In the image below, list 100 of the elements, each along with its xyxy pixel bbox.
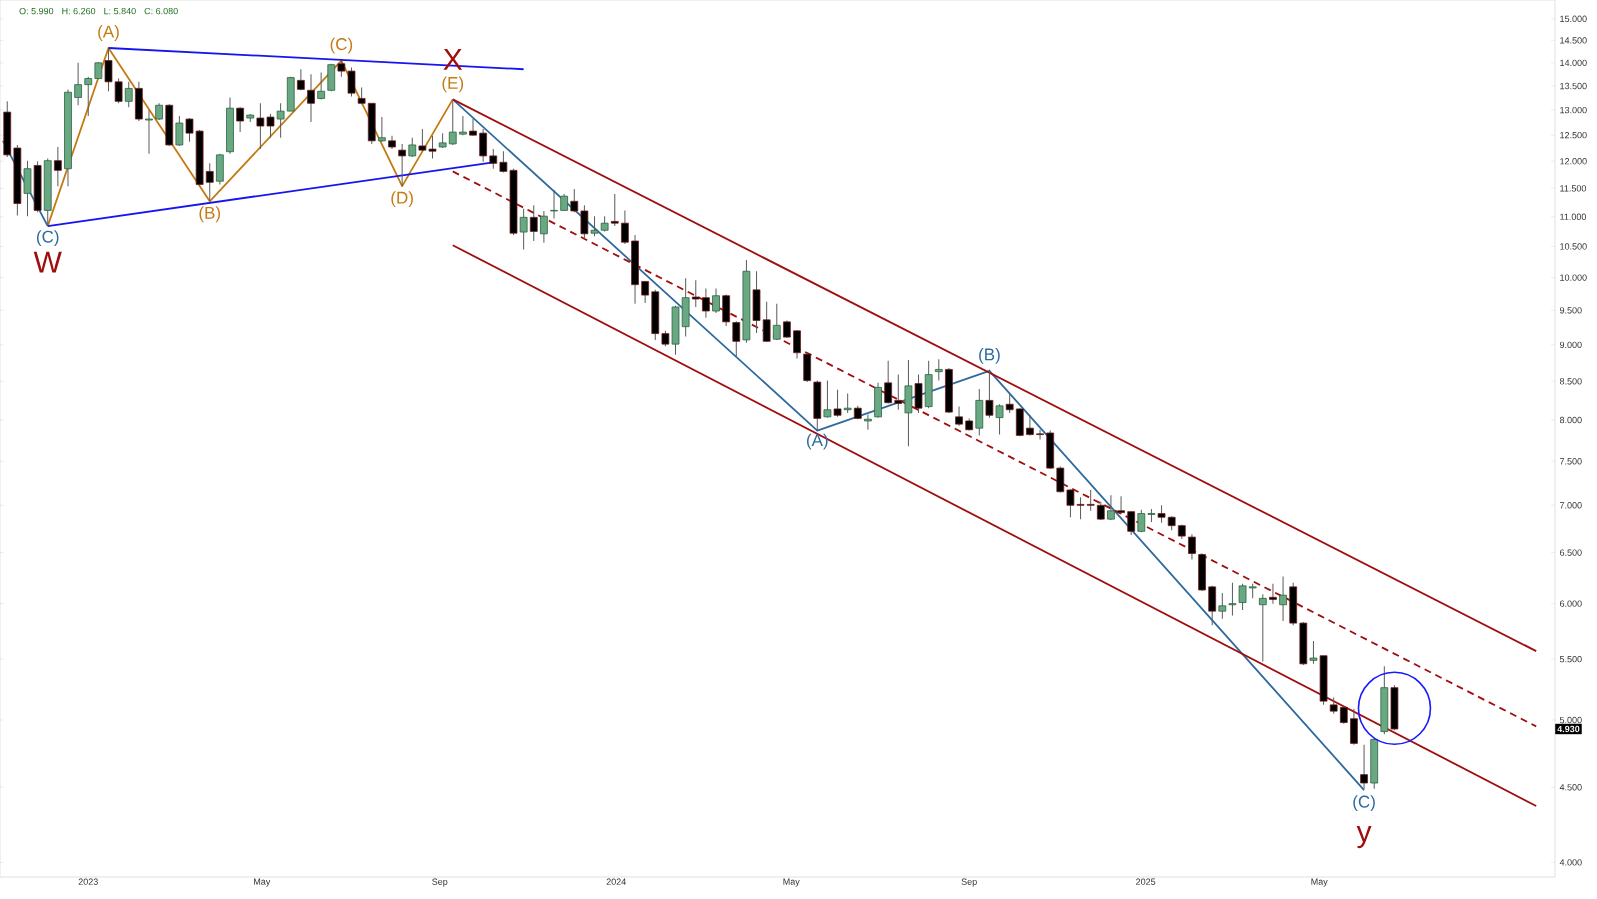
annotation: (B) — [979, 348, 1000, 364]
candlestick — [408, 137, 417, 158]
candlestick — [894, 374, 903, 411]
y-tick-label: 9.500 — [1559, 307, 1582, 314]
candlestick — [1117, 495, 1125, 515]
candlestick — [691, 279, 700, 308]
y-tick-label: 13.500 — [1560, 82, 1587, 90]
y-tick-label: 6.500 — [1560, 549, 1582, 556]
candlestick — [175, 115, 184, 147]
candlestick — [641, 280, 650, 304]
candlestick — [448, 100, 457, 146]
candlestick — [479, 128, 488, 163]
candlestick — [1056, 465, 1065, 494]
x-tick-label: May — [254, 878, 271, 887]
candlestick — [489, 148, 498, 170]
y-tick-label: 12.000 — [1560, 158, 1587, 165]
candlestick — [1086, 489, 1095, 512]
candlestick — [793, 329, 801, 359]
annotation: (E) — [442, 76, 464, 93]
candlestick — [580, 204, 589, 240]
candlestick — [762, 301, 771, 343]
candlestick — [276, 102, 285, 139]
candlestick — [884, 360, 893, 404]
annotation: L: 5.840 — [104, 7, 136, 15]
candlestick — [1309, 640, 1318, 665]
annotation: (C) — [36, 230, 59, 247]
annotation: (C) — [1353, 795, 1375, 812]
y-tick-label: 7.500 — [1560, 458, 1582, 465]
candlestick — [236, 106, 244, 133]
candlestick — [540, 210, 548, 244]
candlestick — [145, 109, 153, 155]
candlestick — [712, 288, 720, 314]
x-tick-label: 2023 — [78, 878, 98, 885]
annotation: X — [443, 49, 463, 70]
candlestick — [378, 116, 386, 143]
annotation: (A) — [807, 433, 828, 450]
annotation: C: 6.080 — [144, 7, 178, 15]
candlestick — [519, 208, 528, 250]
annotation: 4.930 — [1557, 725, 1580, 733]
candlestick — [529, 204, 538, 242]
candlestick — [590, 215, 599, 237]
x-tick-label: Sep — [961, 878, 977, 887]
annotation: O: 5.990 — [19, 7, 54, 15]
y-tick-label: 6.000 — [1560, 600, 1582, 607]
line-series — [451, 98, 1365, 791]
y-tick-label: 10.500 — [1560, 243, 1587, 250]
y-tick-label: 4.500 — [1559, 784, 1582, 791]
y-tick-label: 14.500 — [1560, 37, 1587, 44]
candlestick — [1005, 393, 1014, 414]
candlestick — [732, 320, 741, 357]
candlestick — [205, 162, 214, 202]
candlestick — [124, 81, 133, 108]
x-tick-label: 2024 — [606, 878, 626, 885]
candlestick — [1360, 744, 1368, 790]
annotation: (A) — [98, 25, 119, 41]
y-tick-label: 8.000 — [1559, 416, 1582, 424]
candlestick — [266, 113, 275, 139]
candlestick — [256, 102, 265, 150]
candlestick — [1188, 533, 1196, 560]
y-tick-label: 13.000 — [1560, 106, 1587, 114]
candlestick — [833, 389, 842, 418]
y-tick-label: 10.000 — [1560, 274, 1587, 281]
candlestick — [772, 303, 781, 341]
candlestick — [621, 209, 629, 245]
candlestick — [985, 368, 994, 419]
candlestick — [317, 71, 325, 100]
candlestick — [995, 403, 1004, 436]
candlestick — [84, 76, 93, 117]
candlestick — [53, 146, 62, 187]
candlestick — [1218, 592, 1227, 620]
candlestick — [74, 62, 82, 106]
candlestick — [307, 73, 315, 123]
y-tick-label: 15.000 — [1560, 15, 1587, 22]
candlestick — [1258, 593, 1267, 662]
x-tick-label: Sep — [432, 878, 448, 887]
candlestick — [1269, 583, 1277, 605]
y-tick-label: 7.000 — [1560, 502, 1582, 509]
y-tick-label: 11.500 — [1560, 185, 1587, 192]
annotation: y — [1356, 826, 1372, 849]
x-tick-label: May — [1311, 878, 1328, 887]
annotation: (B) — [199, 206, 221, 223]
candlestick — [955, 406, 963, 427]
annotation: W — [33, 251, 62, 273]
y-tick-label: 8.500 — [1559, 378, 1582, 385]
annotation: (C) — [330, 37, 353, 54]
annotation: H: 6.260 — [62, 7, 96, 15]
candlestick — [550, 189, 558, 219]
y-tick-label: 11.000 — [1560, 213, 1587, 220]
candlestick — [1238, 583, 1247, 611]
candlestick — [469, 118, 477, 137]
candlestick — [702, 288, 710, 319]
y-tick-label: 14.000 — [1560, 59, 1587, 67]
candlestick — [864, 413, 872, 431]
candlestick — [1107, 494, 1115, 521]
candlestick — [1036, 429, 1044, 441]
annotation: (D) — [391, 191, 413, 208]
candlestick — [1228, 582, 1237, 616]
x-tick-label: 2025 — [1136, 878, 1156, 885]
candlestick — [1127, 511, 1136, 536]
candlestick — [934, 358, 943, 382]
